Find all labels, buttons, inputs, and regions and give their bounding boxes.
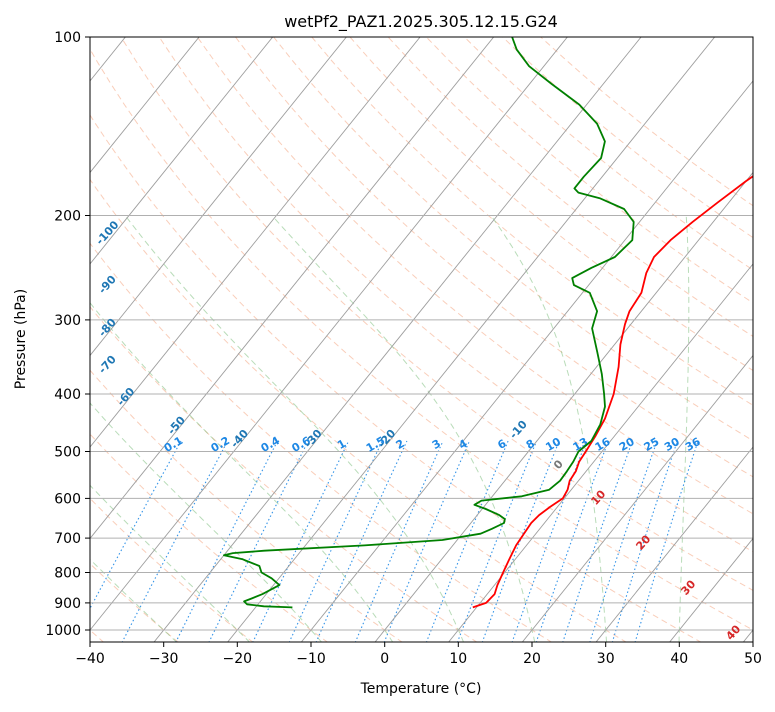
y-tick-label: 500 xyxy=(54,445,81,461)
x-tick-label: 0 xyxy=(380,651,389,667)
y-tick-label: 1000 xyxy=(45,623,81,639)
y-tick-label: 800 xyxy=(54,566,81,582)
y-tick-label: 600 xyxy=(54,491,81,507)
y-tick-label: 700 xyxy=(54,531,81,547)
x-tick-label: 40 xyxy=(670,651,688,667)
y-tick-label: 100 xyxy=(54,30,81,46)
y-tick-label: 400 xyxy=(54,387,81,403)
x-tick-label: −20 xyxy=(223,651,253,667)
x-axis-label: Temperature (°C) xyxy=(360,681,482,697)
chart-title: wetPf2_PAZ1.2025.305.12.15.G24 xyxy=(284,12,558,32)
y-tick-label: 200 xyxy=(54,209,81,225)
x-tick-label: 30 xyxy=(597,651,615,667)
y-tick-label: 900 xyxy=(54,596,81,612)
plot-background xyxy=(90,37,753,642)
x-tick-label: 20 xyxy=(523,651,541,667)
x-tick-label: −30 xyxy=(149,651,179,667)
x-tick-label: −40 xyxy=(75,651,105,667)
x-tick-label: 10 xyxy=(449,651,467,667)
y-axis-label: Pressure (hPa) xyxy=(13,289,29,389)
x-tick-label: 50 xyxy=(744,651,762,667)
x-tick-label: −10 xyxy=(296,651,326,667)
y-tick-label: 300 xyxy=(54,313,81,329)
